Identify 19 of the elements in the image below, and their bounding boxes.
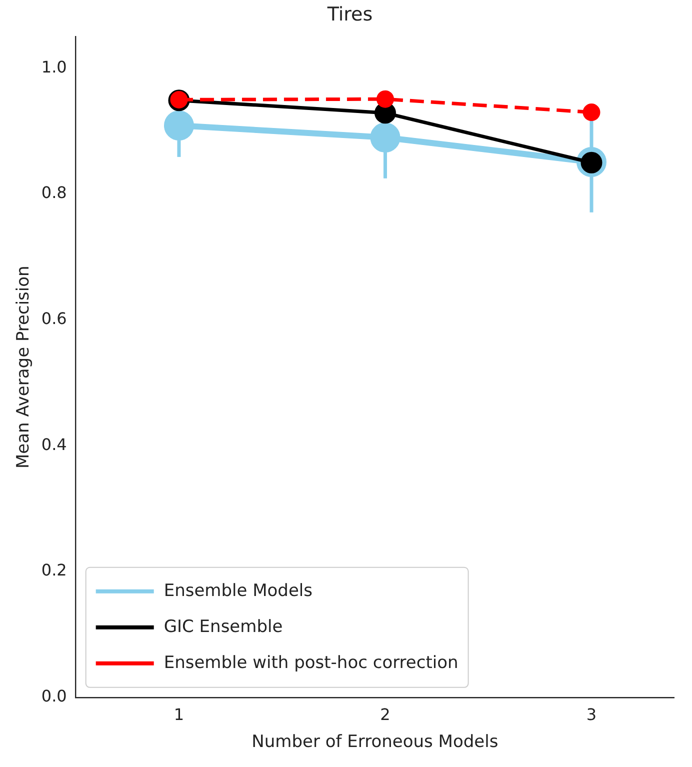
y-tick-label: 0.2 (41, 560, 67, 580)
y-tick-label: 0.6 (41, 309, 67, 328)
point (582, 104, 600, 122)
y-axis-title: Mean Average Precision (14, 266, 34, 468)
y-tick-label: 1.0 (41, 57, 67, 76)
point (370, 122, 400, 152)
y-tick-label: 0.4 (41, 434, 67, 454)
x-tick-label: 3 (586, 705, 597, 724)
x-axis-title: Number of Erroneous Models (252, 732, 498, 752)
x-tick-label: 1 (174, 705, 184, 724)
legend-label: Ensemble with post-hoc correction (164, 652, 458, 673)
legend-label: GIC Ensemble (164, 616, 283, 637)
x-tick-label: 2 (380, 705, 390, 724)
chart-title: Tires (326, 3, 373, 26)
point (164, 110, 194, 141)
y-tick-label: 0.8 (41, 183, 67, 202)
point (376, 90, 394, 108)
legend-label: Ensemble Models (164, 580, 313, 601)
y-tick-label: 0.0 (41, 686, 67, 706)
